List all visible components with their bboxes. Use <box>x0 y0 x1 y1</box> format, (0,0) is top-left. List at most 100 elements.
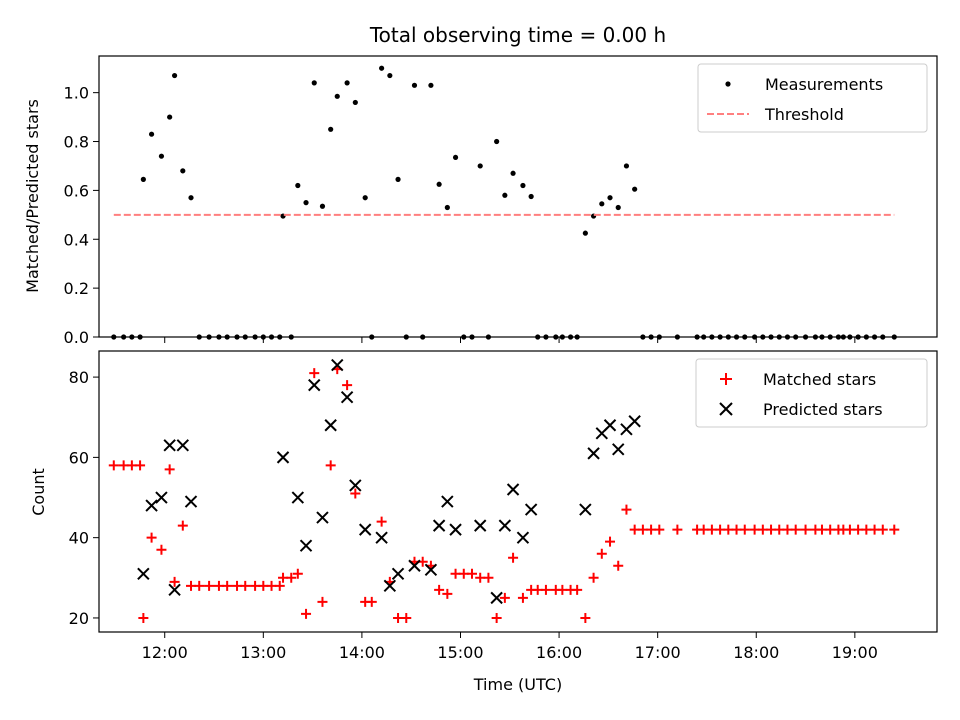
measurement-point <box>288 334 294 340</box>
measurement-point <box>784 334 791 340</box>
matched-stars-point <box>790 524 801 535</box>
measurement-point <box>148 131 155 137</box>
measurement-point <box>717 334 723 340</box>
measurement-point <box>111 334 117 340</box>
matched-stars-point <box>274 580 285 591</box>
legend-matched-label: Matched stars <box>763 370 876 389</box>
matched-stars-point <box>877 524 888 535</box>
measurement-point <box>268 334 275 340</box>
matched-stars-point <box>108 460 119 471</box>
measurement-point <box>362 195 368 201</box>
measurement-point <box>334 93 340 99</box>
predicted-stars-point <box>176 439 190 452</box>
predicted-stars-point <box>299 539 313 552</box>
predicted-stars-point <box>276 451 290 464</box>
matched-stars-point <box>301 608 312 619</box>
measurement-point <box>812 334 819 340</box>
matched-stars-point <box>286 572 297 583</box>
matched-stars-point <box>317 596 328 607</box>
y-tick-label: 0.2 <box>64 279 89 298</box>
predicted-stars-point <box>506 483 520 496</box>
measurement-point <box>260 334 266 340</box>
x-tick-label: 15:00 <box>437 643 483 662</box>
measurement-point <box>444 204 450 211</box>
x-tick-label: 18:00 <box>733 643 779 662</box>
measurement-point <box>140 176 146 182</box>
measurement-point <box>855 334 861 340</box>
matched-stars-point <box>491 612 502 623</box>
ratio-legend: Measurements Threshold <box>697 63 928 133</box>
matched-stars-point <box>540 584 551 595</box>
legend-predicted-marker <box>719 402 733 416</box>
measurement-point <box>802 334 809 340</box>
measurement-point <box>428 82 434 88</box>
predicted-stars-point <box>168 583 181 597</box>
measurement-point <box>167 114 173 120</box>
measurement-point <box>632 186 638 192</box>
measurement-point <box>242 334 248 340</box>
ratio-marks <box>111 65 897 340</box>
measurement-point <box>760 334 766 340</box>
measurement-point <box>776 334 782 340</box>
measurement-point <box>863 334 869 340</box>
measurement-point <box>188 195 194 201</box>
predicted-stars-point <box>163 439 176 452</box>
predicted-stars-point <box>331 358 344 372</box>
measurement-point <box>835 334 842 340</box>
measurement-point <box>303 200 309 206</box>
predicted-stars-point <box>424 563 438 576</box>
matched-stars-point <box>309 368 320 379</box>
y-tick-label: 60 <box>69 448 89 467</box>
matched-stars-point <box>177 520 188 531</box>
predicted-stars-point <box>137 567 150 581</box>
matched-stars-point <box>164 464 175 475</box>
measurement-point <box>328 126 334 132</box>
measurement-point <box>528 193 534 200</box>
y-tick-label: 20 <box>69 609 89 628</box>
matched-stars-point <box>204 580 215 591</box>
predicted-stars-point <box>408 559 421 572</box>
x-tick-label: 14:00 <box>339 643 385 662</box>
matched-stars-point <box>146 532 157 543</box>
measurement-point <box>206 334 212 340</box>
matched-stars-point <box>401 612 412 623</box>
matched-stars-point <box>580 612 591 623</box>
measurement-point <box>180 168 186 174</box>
measurement-point <box>599 201 605 207</box>
matched-stars-point <box>222 580 233 591</box>
measurement-point <box>344 80 350 86</box>
predicted-stars-point <box>155 491 168 504</box>
x-tick-label: 17:00 <box>635 643 681 662</box>
y-tick-label: 0.6 <box>64 181 89 200</box>
count-x-axis-label: Time (UTC) <box>473 675 562 694</box>
matched-stars-point <box>889 524 900 535</box>
measurement-point <box>607 195 613 201</box>
measurement-point <box>733 334 740 340</box>
predicted-stars-point <box>375 531 388 544</box>
measurement-point <box>224 334 230 340</box>
matched-stars-point <box>517 592 528 603</box>
predicted-stars-point <box>349 479 362 492</box>
measurement-point <box>420 334 426 340</box>
measurement-point <box>403 334 409 340</box>
matched-stars-point <box>135 460 146 471</box>
measurement-point <box>880 334 886 340</box>
measurement-point <box>352 99 358 106</box>
matched-stars-point <box>156 544 167 555</box>
measurement-point <box>582 230 588 236</box>
y-tick-label: 0.0 <box>64 328 89 347</box>
count-axes-frame <box>98 350 938 633</box>
count-y-axis-label: Count <box>29 468 48 516</box>
predicted-stars-point <box>324 419 337 432</box>
measurement-point <box>640 334 646 340</box>
measurement-point <box>656 334 662 340</box>
matched-stars-point <box>613 560 624 571</box>
ratio-axes-frame <box>98 55 938 338</box>
predicted-stars-point <box>628 415 641 428</box>
measurement-point <box>234 334 240 340</box>
measurement-point <box>648 334 654 340</box>
matched-stars-point <box>621 504 632 515</box>
y-tick-label: 1.0 <box>64 84 89 103</box>
measurement-point <box>477 163 483 169</box>
